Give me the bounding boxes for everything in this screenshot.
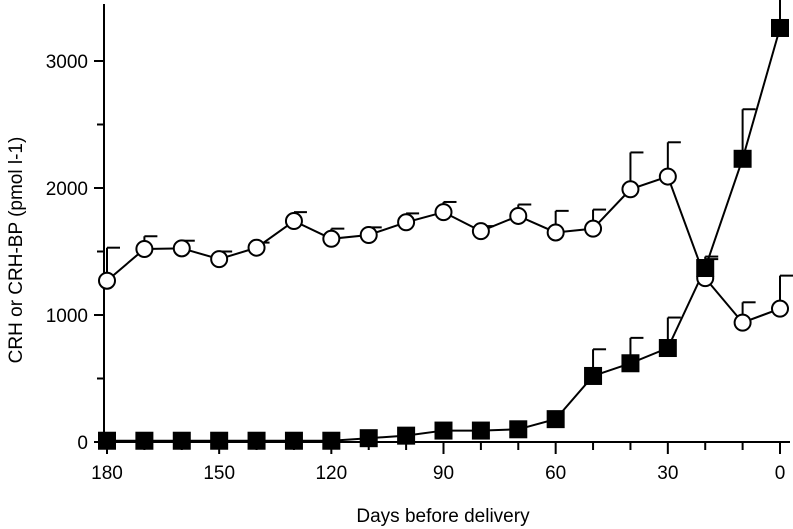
data-point-circle xyxy=(658,167,677,186)
x-tick-label: 180 xyxy=(91,463,123,484)
x-tick-label: 120 xyxy=(315,463,347,484)
data-point-square xyxy=(322,431,341,450)
data-point-square xyxy=(584,366,603,385)
markers xyxy=(98,18,789,450)
data-point-circle xyxy=(284,212,303,231)
y-axis-label: CRH or CRH-BP (pmol l-1) xyxy=(6,137,27,364)
data-point-square xyxy=(733,149,752,168)
data-point-square xyxy=(771,18,789,37)
series-line-circles xyxy=(106,175,781,324)
x-tick-label: 150 xyxy=(203,463,235,484)
axes xyxy=(103,4,790,443)
data-point-square xyxy=(359,429,378,448)
data-point-circle xyxy=(98,271,116,290)
x-tick-label: 90 xyxy=(433,463,454,484)
data-point-square xyxy=(546,410,565,429)
data-point-circle xyxy=(471,222,490,241)
ticks: 0 1000 2000 3000 180 150 120 90 60 30 0 xyxy=(46,52,786,484)
data-point-circle xyxy=(584,219,603,238)
data-point-circle xyxy=(546,223,565,242)
data-point-circle xyxy=(210,250,229,269)
x-axis-label: Days before delivery xyxy=(356,506,530,527)
x-tick-label: 0 xyxy=(775,463,786,484)
data-point-square xyxy=(247,431,266,450)
series-line-squares xyxy=(107,27,781,442)
data-point-circle xyxy=(247,238,266,257)
data-point-circle xyxy=(397,213,416,232)
y-tick-label: 1000 xyxy=(46,306,88,327)
data-point-circle xyxy=(172,239,191,258)
data-point-square xyxy=(397,426,416,445)
data-point-circle xyxy=(135,239,154,258)
data-point-circle xyxy=(771,299,789,318)
data-point-square xyxy=(696,259,715,278)
data-point-square xyxy=(471,421,490,440)
data-point-square xyxy=(509,420,528,439)
data-point-square xyxy=(284,431,303,450)
data-point-circle xyxy=(509,206,528,225)
series-lines xyxy=(106,27,781,442)
y-tick-label: 0 xyxy=(77,433,88,454)
data-point-square xyxy=(98,431,116,450)
data-point-square xyxy=(434,421,453,440)
data-point-circle xyxy=(359,225,378,244)
x-tick-label: 30 xyxy=(657,463,678,484)
y-tick-label: 3000 xyxy=(46,52,88,73)
error-bars xyxy=(106,0,793,376)
data-point-square xyxy=(210,431,229,450)
data-point-square xyxy=(172,431,191,450)
data-point-circle xyxy=(322,229,341,248)
data-point-square xyxy=(135,431,154,450)
data-point-square xyxy=(621,354,640,373)
data-point-circle xyxy=(733,313,752,332)
data-point-square xyxy=(658,339,677,358)
data-point-circle xyxy=(434,203,453,222)
x-tick-label: 60 xyxy=(545,463,566,484)
data-point-circle xyxy=(621,180,640,199)
y-tick-label: 2000 xyxy=(46,179,88,200)
